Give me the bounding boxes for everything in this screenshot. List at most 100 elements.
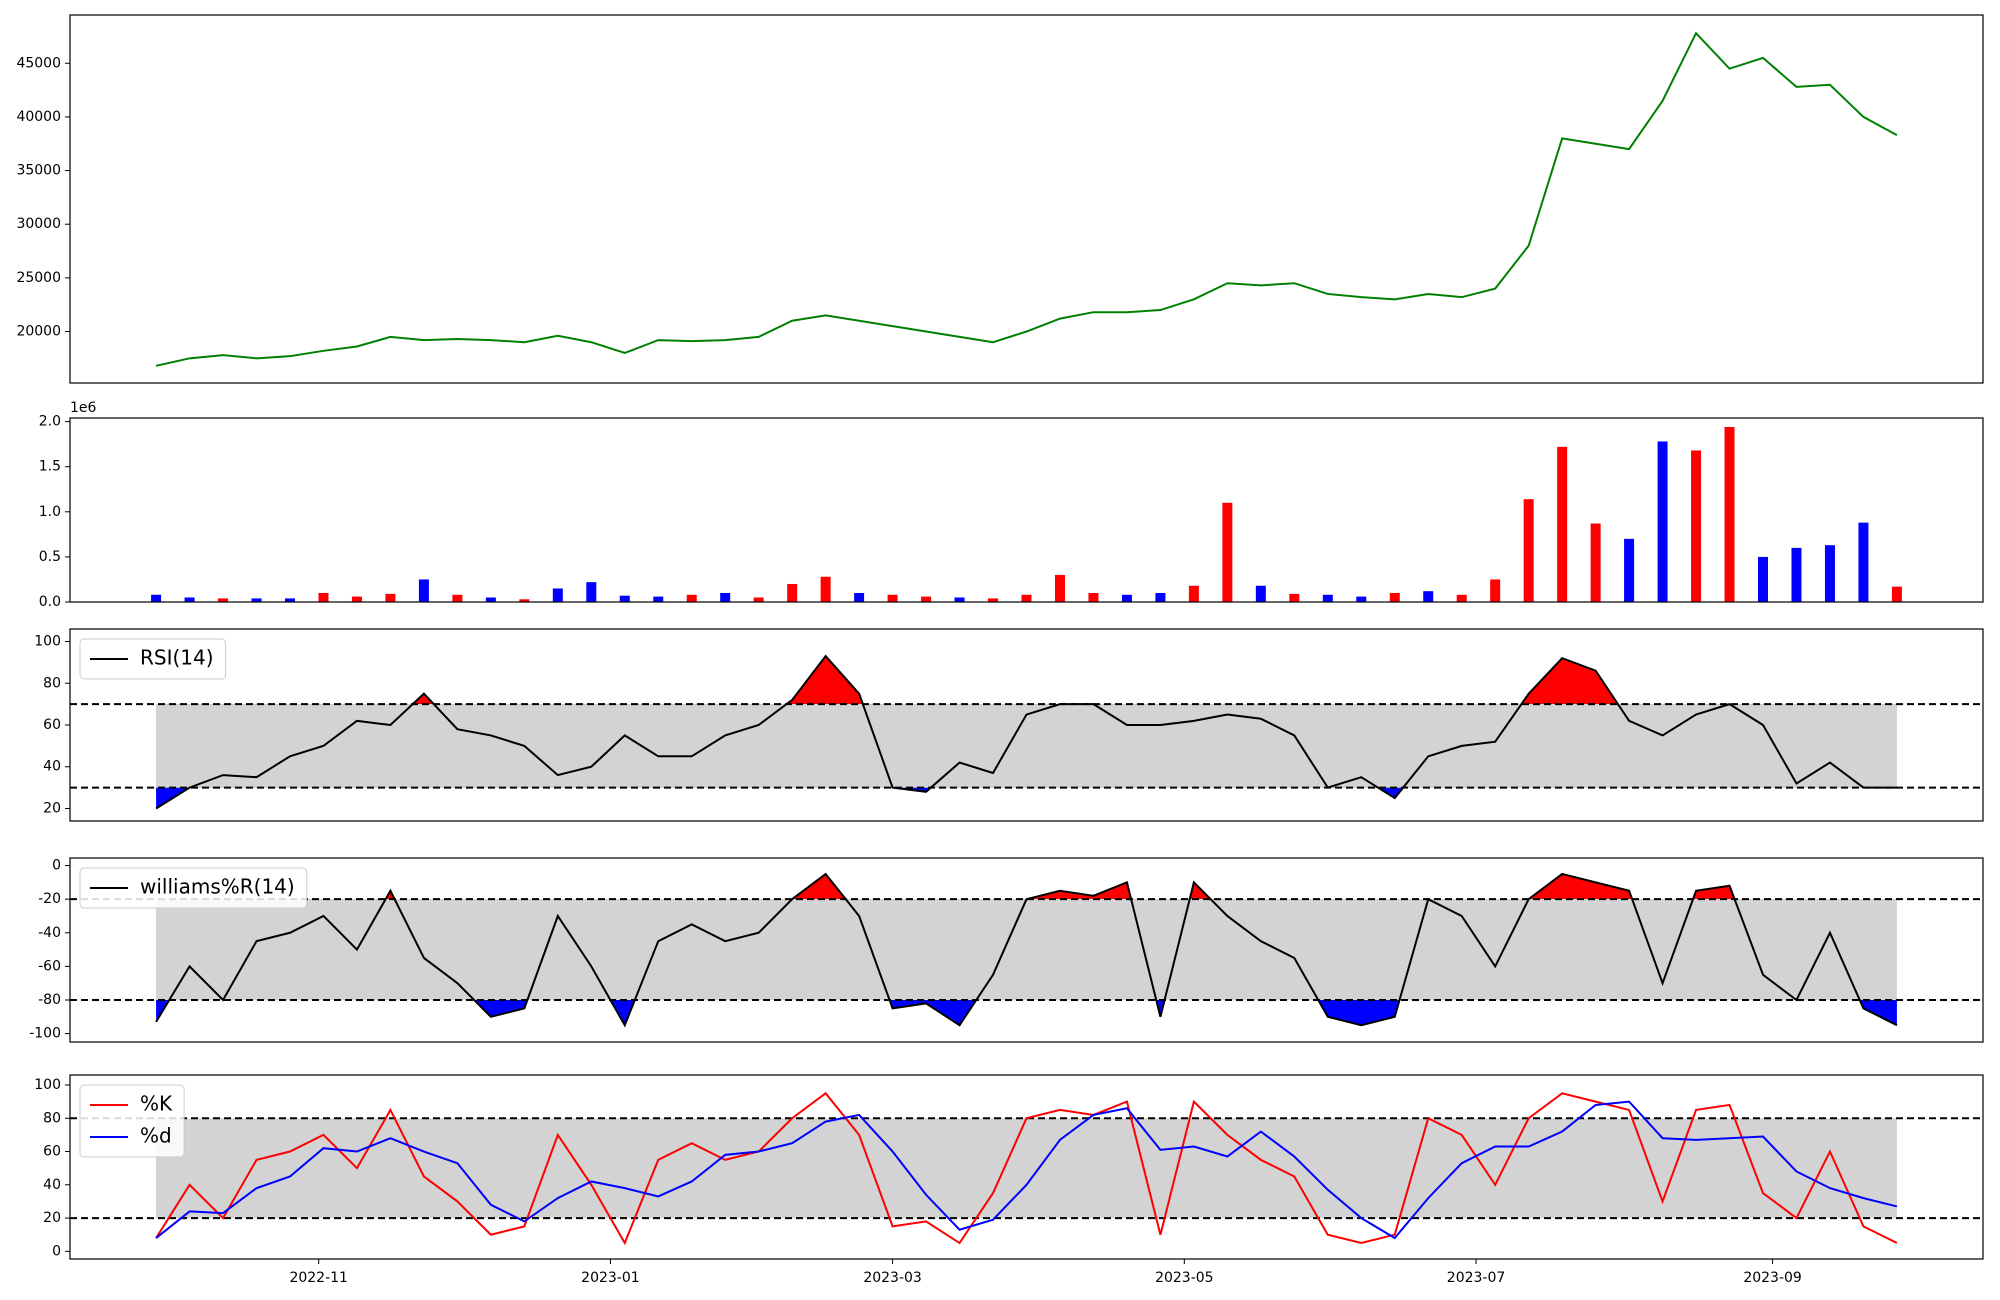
legend: RSI(14) xyxy=(79,638,227,680)
y-tick-label: -80 xyxy=(38,992,61,1008)
bar xyxy=(1021,594,1032,602)
bar xyxy=(418,579,429,602)
y-tick-label: 60 xyxy=(43,717,61,733)
bar xyxy=(284,598,295,602)
bar xyxy=(251,598,262,602)
bar xyxy=(184,597,195,602)
legend-box xyxy=(79,638,227,680)
legend-label: %K xyxy=(140,1092,173,1116)
y-tick-label: 20 xyxy=(43,800,61,816)
y-tick-label: 100 xyxy=(34,634,61,650)
bar xyxy=(1289,593,1300,602)
bar xyxy=(1155,592,1166,602)
bar xyxy=(1657,441,1668,602)
y-tick-label: 45000 xyxy=(16,55,61,71)
y-tick-label: 40 xyxy=(43,1177,61,1193)
y-tick-label: 0 xyxy=(52,858,61,874)
y-tick-label: 25000 xyxy=(16,270,61,286)
y-tick-label: -40 xyxy=(38,925,61,941)
bar xyxy=(1724,427,1735,602)
bar xyxy=(1423,591,1434,602)
bar xyxy=(1523,499,1534,602)
threshold-fill xyxy=(156,656,1897,705)
y-tick-label: 40 xyxy=(43,759,61,775)
y-tick-label: 80 xyxy=(43,675,61,691)
axes-frame xyxy=(69,14,1984,384)
y-tick-label: 60 xyxy=(43,1144,61,1160)
bar xyxy=(318,592,329,602)
legend-label: %d xyxy=(140,1124,172,1148)
bar xyxy=(1356,596,1367,602)
axes-frame xyxy=(69,857,1984,1043)
y-tick-label: 2.0 xyxy=(39,414,61,430)
y-tick-label: -100 xyxy=(29,1026,61,1042)
x-tick-label: 2023-01 xyxy=(581,1270,640,1286)
threshold-band xyxy=(156,899,1897,1000)
y-tick-label: 30000 xyxy=(16,216,61,232)
bar xyxy=(385,593,396,602)
y-tick-label: 1.5 xyxy=(39,459,61,475)
x-tick-label: 2023-05 xyxy=(1155,1270,1214,1286)
bar xyxy=(1255,585,1266,602)
bar xyxy=(1222,502,1233,602)
bar xyxy=(1858,522,1869,602)
threshold-fill xyxy=(156,873,1897,900)
legend-label: williams%R(14) xyxy=(140,875,295,899)
bar xyxy=(1054,574,1065,602)
bar xyxy=(218,598,229,602)
bar xyxy=(452,594,463,602)
bar xyxy=(787,583,798,602)
bar xyxy=(1590,523,1601,602)
bar xyxy=(151,594,162,602)
bar xyxy=(519,599,530,602)
bar xyxy=(921,596,932,602)
x-tick-label: 2023-03 xyxy=(863,1270,922,1286)
bar xyxy=(485,597,496,602)
bar xyxy=(586,582,597,602)
x-tick-label: 2022-11 xyxy=(289,1270,348,1286)
series-line xyxy=(155,31,1898,367)
bar xyxy=(351,596,362,602)
bar xyxy=(1758,556,1769,602)
legend-box xyxy=(79,1084,185,1158)
bar xyxy=(1624,538,1635,602)
bar xyxy=(854,592,865,602)
bar xyxy=(988,598,999,602)
y-tick-label: 20 xyxy=(43,1210,61,1226)
axes-frame xyxy=(69,1074,1984,1260)
bar xyxy=(1490,579,1501,602)
bar xyxy=(1389,592,1400,602)
y-tick-label: 1.0 xyxy=(39,504,61,520)
y-tick-label: 20000 xyxy=(16,324,61,340)
bar xyxy=(619,595,630,602)
y-offset-label: 1e6 xyxy=(70,400,97,416)
bar xyxy=(1456,594,1467,602)
bar xyxy=(1322,594,1333,602)
bar xyxy=(1121,594,1132,602)
series-line xyxy=(155,654,1897,810)
threshold-band xyxy=(156,704,1897,788)
bar xyxy=(1824,545,1835,602)
y-tick-label: 80 xyxy=(43,1110,61,1126)
bar xyxy=(653,596,664,602)
legend-box xyxy=(79,867,308,909)
bar xyxy=(686,594,697,602)
axes-frame xyxy=(69,417,1984,603)
y-tick-label: 40000 xyxy=(16,109,61,125)
x-tick-label: 2023-07 xyxy=(1447,1270,1506,1286)
bar xyxy=(1557,446,1568,602)
bar xyxy=(954,597,965,602)
y-tick-label: 100 xyxy=(34,1077,61,1093)
bar xyxy=(1088,592,1099,602)
bar xyxy=(1188,585,1199,602)
bar xyxy=(1791,547,1802,602)
y-tick-label: 35000 xyxy=(16,163,61,179)
y-tick-label: 0.5 xyxy=(39,549,61,565)
bar xyxy=(820,576,831,602)
y-tick-label: 0 xyxy=(52,1243,61,1259)
y-tick-label: 0.0 xyxy=(39,594,61,610)
series-line xyxy=(155,872,1898,1028)
bar xyxy=(552,588,563,602)
